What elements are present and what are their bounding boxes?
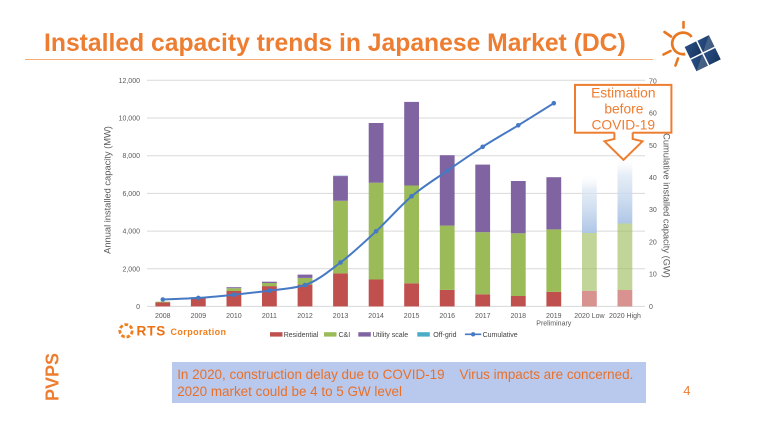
svg-text:COVID-19: COVID-19: [591, 117, 655, 132]
svg-text:2016: 2016: [439, 313, 455, 320]
svg-text:Cumulative: Cumulative: [483, 332, 518, 339]
svg-text:Cumulative installed capacity: Cumulative installed capacity (GW): [662, 133, 672, 278]
svg-text:20: 20: [649, 239, 657, 246]
svg-text:C&I: C&I: [339, 332, 351, 339]
svg-text:12,000: 12,000: [119, 78, 141, 85]
svg-text:2020 Low: 2020 Low: [574, 313, 605, 320]
svg-text:10: 10: [649, 272, 657, 279]
svg-text:Preliminary: Preliminary: [536, 320, 572, 327]
svg-text:6,000: 6,000: [122, 191, 140, 198]
svg-text:RTS: RTS: [137, 324, 167, 339]
svg-text:2013: 2013: [333, 313, 349, 320]
svg-text:4,000: 4,000: [122, 229, 140, 236]
svg-text:Annual installed capacity (MW): Annual installed capacity (MW): [103, 126, 113, 254]
svg-text:2011: 2011: [262, 313, 277, 320]
svg-text:2009: 2009: [191, 313, 207, 320]
svg-text:2018: 2018: [511, 313, 527, 320]
svg-text:60: 60: [649, 111, 657, 118]
svg-text:10,000: 10,000: [119, 116, 141, 123]
svg-text:2017: 2017: [475, 313, 491, 320]
svg-text:2019: 2019: [546, 313, 562, 320]
svg-text:40: 40: [649, 175, 657, 182]
svg-text:2012: 2012: [297, 313, 313, 320]
svg-text:2015: 2015: [404, 313, 420, 320]
svg-text:2014: 2014: [368, 313, 384, 320]
svg-text:0: 0: [136, 304, 140, 311]
svg-text:50: 50: [649, 143, 657, 150]
svg-text:30: 30: [649, 207, 657, 214]
svg-text:2020 High: 2020 High: [609, 313, 641, 320]
svg-text:before: before: [604, 102, 643, 117]
svg-text:0: 0: [649, 304, 653, 311]
svg-text:Utility scale: Utility scale: [373, 332, 409, 339]
svg-text:Corporation: Corporation: [171, 327, 227, 337]
svg-text:Off-grid: Off-grid: [433, 332, 456, 339]
svg-text:Estimation: Estimation: [591, 86, 655, 101]
svg-text:8,000: 8,000: [122, 153, 140, 160]
svg-text:2,000: 2,000: [122, 266, 140, 273]
svg-text:2010: 2010: [226, 313, 242, 320]
svg-text:2008: 2008: [155, 313, 171, 320]
svg-text:Residential: Residential: [284, 332, 319, 339]
svg-text:70: 70: [649, 78, 657, 85]
